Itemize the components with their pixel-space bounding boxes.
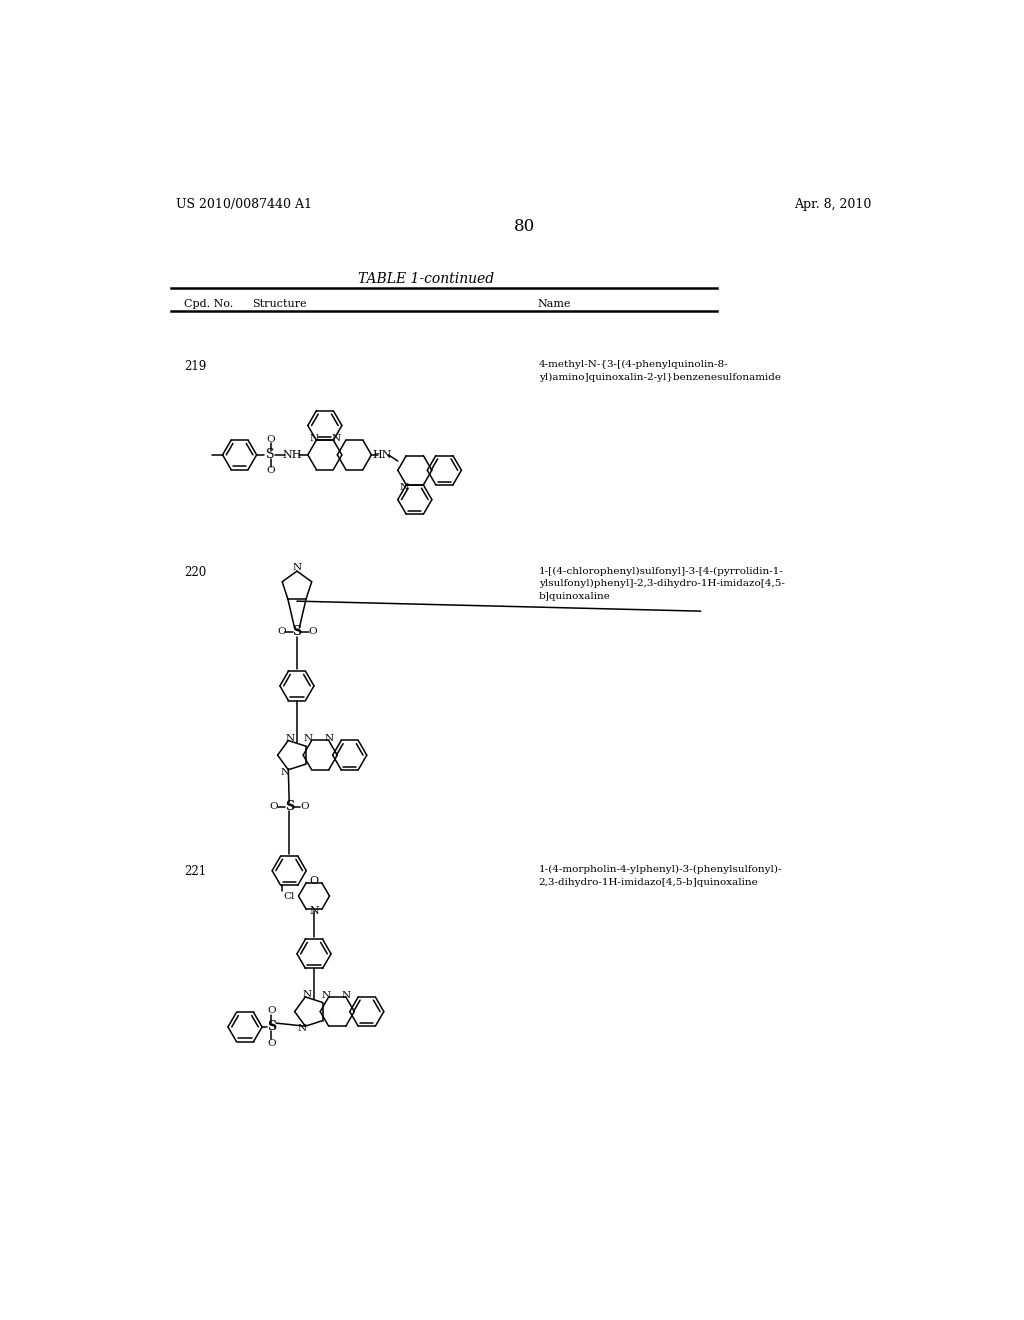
Text: S: S xyxy=(267,1020,275,1034)
Text: N: N xyxy=(325,734,334,743)
Text: O: O xyxy=(309,875,318,886)
Text: N: N xyxy=(342,991,351,999)
Text: N: N xyxy=(281,768,290,776)
Text: N: N xyxy=(302,990,311,999)
Text: O: O xyxy=(267,1039,275,1048)
Text: N: N xyxy=(286,734,294,743)
Text: Apr. 8, 2010: Apr. 8, 2010 xyxy=(795,198,871,211)
Text: O: O xyxy=(278,627,286,636)
Text: N: N xyxy=(399,483,409,492)
Text: 80: 80 xyxy=(514,218,536,235)
Text: O: O xyxy=(267,1006,275,1015)
Text: Cl: Cl xyxy=(284,891,295,900)
Text: 1-(4-morpholin-4-ylphenyl)-3-(phenylsulfonyl)-
2,3-dihydro-1H-imidazo[4,5-b]quin: 1-(4-morpholin-4-ylphenyl)-3-(phenylsulf… xyxy=(539,866,782,887)
Text: O: O xyxy=(266,466,274,475)
Text: HN: HN xyxy=(373,450,392,459)
Text: N: N xyxy=(309,434,318,444)
Text: Name: Name xyxy=(538,298,570,309)
Text: N: N xyxy=(309,907,318,916)
Text: 219: 219 xyxy=(183,360,206,374)
Text: S: S xyxy=(293,626,301,639)
Text: 4-methyl-N-{3-[(4-phenylquinolin-8-
yl)amino]quinoxalin-2-yl}benzenesulfonamide: 4-methyl-N-{3-[(4-phenylquinolin-8- yl)a… xyxy=(539,360,780,381)
Text: US 2010/0087440 A1: US 2010/0087440 A1 xyxy=(176,198,312,211)
Text: 220: 220 xyxy=(183,566,206,579)
Text: S: S xyxy=(285,800,294,813)
Text: S: S xyxy=(266,449,274,462)
Text: NH: NH xyxy=(283,450,302,459)
Text: N: N xyxy=(293,562,301,572)
Text: TABLE 1-continued: TABLE 1-continued xyxy=(358,272,495,286)
Text: Cpd. No.: Cpd. No. xyxy=(183,298,233,309)
Text: O: O xyxy=(308,627,316,636)
Text: N: N xyxy=(322,991,330,999)
Text: N: N xyxy=(298,1024,307,1034)
Text: O: O xyxy=(266,436,274,444)
Text: N: N xyxy=(331,434,340,444)
Text: O: O xyxy=(269,803,278,812)
Text: 221: 221 xyxy=(183,866,206,878)
Text: Structure: Structure xyxy=(252,298,306,309)
Text: N: N xyxy=(304,734,313,743)
Text: O: O xyxy=(300,803,309,812)
Text: 1-[(4-chlorophenyl)sulfonyl]-3-[4-(pyrrolidin-1-
ylsulfonyl)phenyl]-2,3-dihydro-: 1-[(4-chlorophenyl)sulfonyl]-3-[4-(pyrro… xyxy=(539,566,784,601)
